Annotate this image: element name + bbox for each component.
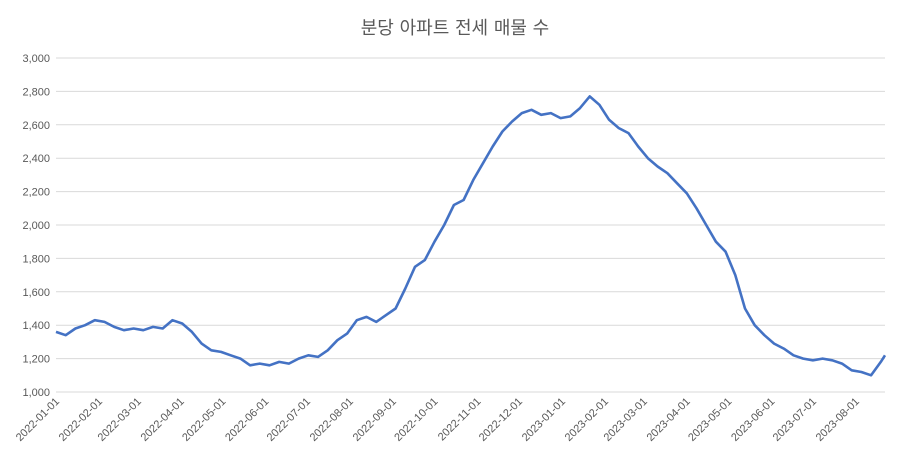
x-tick-label: 2023-07-01 [771,396,819,444]
y-tick-label: 1,800 [22,253,50,265]
y-tick-label: 2,000 [22,220,50,232]
x-axis-ticks: 2022-01-012022-02-012022-03-012022-04-01… [14,396,862,444]
x-tick-label: 2022-10-01 [392,396,440,444]
y-tick-label: 3,000 [22,53,50,65]
x-tick-label: 2022-07-01 [265,396,313,444]
x-tick-label: 2023-04-01 [645,396,693,444]
x-tick-label: 2023-08-01 [814,396,862,444]
series-line [55,95,887,377]
x-tick-label: 2022-01-01 [14,396,62,444]
y-tick-label: 2,800 [22,86,50,98]
y-tick-label: 2,600 [22,120,50,132]
chart-title: 분당 아파트 전세 매물 수 [360,18,550,39]
y-tick-label: 2,200 [22,187,50,199]
x-tick-label: 2022-09-01 [351,396,399,444]
y-tick-label: 1,000 [22,387,50,399]
y-tick-label: 1,600 [22,287,50,299]
y-tick-label: 1,200 [22,354,50,366]
grid-layer [56,57,885,393]
y-axis-ticks: 1,000 1,200 1,400 1,600 1,800 2,000 2,200 2,400… [22,53,50,399]
x-tick-label: 2022-12-01 [477,396,525,444]
y-tick-label: 1,400 [22,320,50,332]
x-tick-label: 2022-08-01 [308,396,356,444]
x-tick-label: 2022-04-01 [139,396,187,444]
x-tick-label: 2022-05-01 [180,396,228,444]
x-tick-label: 2023-01-01 [520,396,568,444]
series-layer [55,95,887,377]
y-tick-label: 2,400 [22,153,50,165]
x-tick-label: 2022-06-01 [223,396,271,444]
x-tick-label: 2023-05-01 [686,396,734,444]
x-tick-label: 2023-06-01 [729,396,777,444]
